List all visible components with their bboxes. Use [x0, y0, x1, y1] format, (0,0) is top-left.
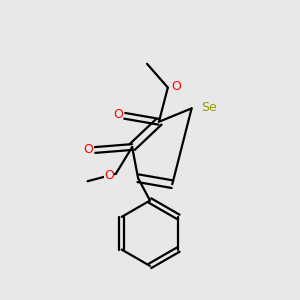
Text: Se: Se [201, 101, 217, 114]
Text: O: O [113, 108, 123, 121]
Text: O: O [84, 142, 94, 156]
Text: O: O [104, 169, 114, 182]
Text: O: O [171, 80, 181, 93]
